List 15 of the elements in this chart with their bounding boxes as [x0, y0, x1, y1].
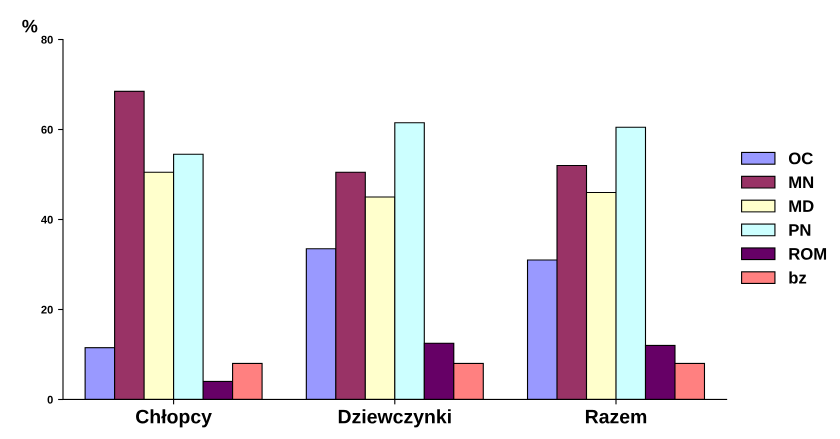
legend-label: bz	[789, 271, 806, 284]
x-tick-label: Razem	[586, 410, 646, 424]
legend-label: PN	[789, 224, 810, 236]
y-tick-label: 0	[48, 396, 53, 404]
y-tick-label: 80	[41, 36, 53, 44]
y-axis-title: %	[22, 20, 38, 32]
x-tick-label: Dziewczynki	[338, 409, 451, 428]
x-tick-label: Chłopcy	[136, 409, 212, 428]
y-tick-label: 20	[41, 306, 53, 314]
legend-label: MD	[789, 200, 814, 212]
legend-label: OC	[788, 152, 813, 164]
y-tick-label: 60	[41, 126, 53, 134]
legend-label: ROM	[789, 248, 826, 260]
legend-label: MN	[789, 176, 814, 188]
y-tick-label: 40	[41, 216, 53, 224]
